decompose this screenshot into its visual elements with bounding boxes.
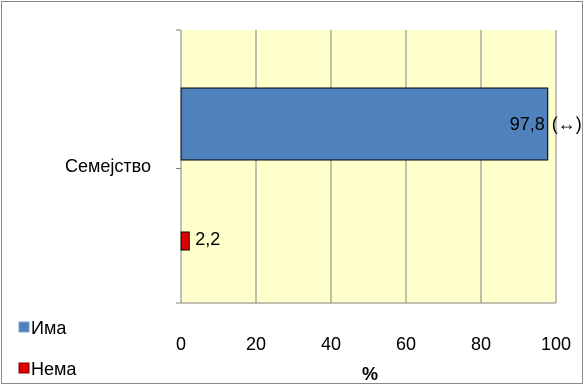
- x-tick-label-40: 40: [321, 334, 341, 354]
- legend-label-nema: Нема: [31, 359, 77, 379]
- x-tick-label-0: 0: [176, 334, 186, 354]
- x-tick-label-80: 80: [471, 334, 491, 354]
- bar-nema: [180, 231, 190, 251]
- bar-ima: [180, 87, 549, 161]
- plot-area: [181, 30, 556, 303]
- axes: [176, 29, 556, 304]
- bar-value-label-nema: 2,2: [195, 229, 220, 249]
- x-tick-label-60: 60: [396, 334, 416, 354]
- legend-swatch-ima: [18, 321, 30, 333]
- x-tick-label-20: 20: [246, 334, 266, 354]
- category-label: Семејство: [65, 156, 151, 176]
- bar-value-label-ima: 97,8: [510, 114, 545, 134]
- legend: Има Нема: [18, 318, 77, 379]
- bar-labels: 97,8 (↔) 2,2: [195, 114, 582, 249]
- x-tick-label-100: 100: [541, 334, 571, 354]
- x-axis-label: %: [362, 364, 378, 384]
- bar-trend-label-ima: (↔): [552, 114, 582, 134]
- bars: [180, 87, 549, 251]
- legend-swatch-nema: [18, 362, 30, 374]
- gridlines: [255, 30, 557, 303]
- legend-label-ima: Има: [31, 318, 67, 338]
- x-tick-labels: 0 20 40 60 80 100: [176, 334, 571, 354]
